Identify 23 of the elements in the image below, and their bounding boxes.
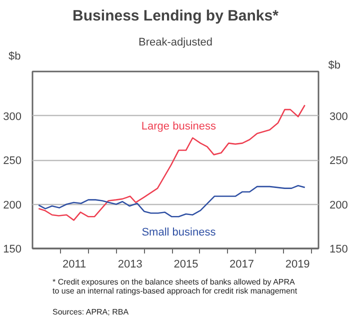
x-tick-label: 2019 [285, 258, 310, 270]
y2-tick-label: 200 [330, 199, 348, 212]
text: * Credit exposures on the balance sheets of banks allowed by APRA to use an internal ratings-based approach for credit risk management [52, 278, 298, 296]
series-label: Large business [141, 120, 217, 132]
x-tick-label: 2011 [62, 258, 86, 270]
series-label: Small business [142, 226, 216, 239]
y-tick-label: 300 [3, 110, 22, 123]
x-tick-label: 2013 [118, 258, 142, 270]
x-tick-label: 2015 [174, 258, 198, 270]
source-note: Sources: APRA; RBA [52, 308, 130, 316]
x-tick-label: 2017 [230, 258, 254, 270]
line-series [38, 104, 306, 221]
y2-tick-label: 250 [330, 155, 348, 167]
y-tick-label: 250 [3, 155, 22, 167]
line-series [38, 185, 306, 218]
y-axis-title: $b [8, 50, 21, 62]
y2-axis-title: $b [328, 60, 341, 72]
chart-title: Business Lending by Banks* [72, 8, 279, 24]
y-tick-label: 200 [3, 199, 22, 212]
y-tick-label: 150 [3, 244, 22, 256]
y2-tick-label: 300 [330, 110, 348, 123]
y2-tick-label: 150 [330, 244, 348, 256]
chart-subtitle: Break-adjusted [138, 36, 213, 48]
